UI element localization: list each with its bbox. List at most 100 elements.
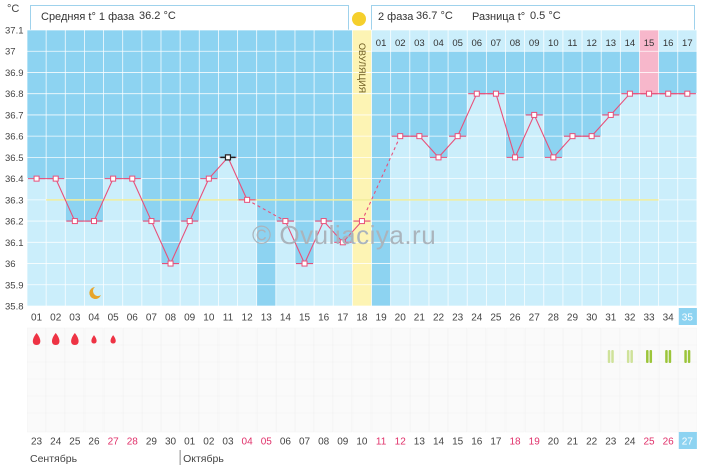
temperature-line bbox=[342, 220, 363, 243]
phase2-day-label: 09 bbox=[529, 38, 540, 49]
cycle-day-label: 09 bbox=[184, 313, 196, 324]
temperature-column bbox=[543, 157, 563, 306]
phase2-day-label: 02 bbox=[395, 38, 406, 49]
cycle-day-label: 08 bbox=[165, 313, 177, 324]
cycle-day-label: 23 bbox=[452, 313, 464, 324]
phase2-day-label: 11 bbox=[568, 38, 578, 49]
phase2-day-strip bbox=[371, 30, 697, 52]
y-tick-label: 35.8 bbox=[5, 302, 24, 313]
temperature-point bbox=[244, 196, 251, 203]
calendar-date-label: 11 bbox=[376, 437, 387, 448]
temperature-point bbox=[71, 218, 78, 225]
cycle-day-label: 19 bbox=[376, 313, 388, 324]
calendar-date-label: 24 bbox=[624, 437, 636, 448]
notes-cell bbox=[180, 327, 200, 433]
cycle-day-label: 20 bbox=[395, 313, 407, 324]
calendar-date-label: 09 bbox=[337, 437, 349, 448]
cycle-day-label: 04 bbox=[88, 313, 100, 324]
notes-cell bbox=[410, 327, 429, 433]
y-tick-label: 37 bbox=[5, 47, 16, 58]
cycle-day-label: 03 bbox=[69, 313, 81, 324]
calendar-date-label: 25 bbox=[69, 437, 81, 448]
calendar-date-label: 14 bbox=[433, 437, 445, 448]
notes-cell bbox=[103, 327, 123, 433]
cycle-day-label: 29 bbox=[567, 313, 579, 324]
mucus-mark bbox=[687, 350, 691, 363]
blood-drop-icon bbox=[51, 333, 60, 345]
calendar-date-label: 24 bbox=[50, 437, 62, 448]
mucus-mark bbox=[630, 350, 633, 363]
temperature-point bbox=[665, 90, 672, 97]
cycle-day-label: 07 bbox=[146, 313, 158, 324]
calendar-date-label: 23 bbox=[31, 437, 43, 448]
temperature-point bbox=[397, 133, 404, 140]
temperature-point bbox=[90, 218, 97, 225]
notes-cell bbox=[276, 327, 295, 433]
phase2-day-label: 14 bbox=[625, 38, 636, 49]
cycle-day-label: 21 bbox=[414, 313, 426, 324]
cycle-day-label: 33 bbox=[643, 313, 655, 324]
calendar-date-label: 02 bbox=[203, 437, 215, 448]
notes-cell bbox=[582, 327, 601, 433]
cycle-day-label: 11 bbox=[223, 313, 234, 324]
cycle-day-label: 25 bbox=[490, 313, 502, 324]
cycle-day-label: 05 bbox=[108, 313, 120, 324]
phase2-day-label: 15 bbox=[644, 38, 655, 49]
calendar-date-label: 05 bbox=[261, 437, 273, 448]
calendar-date-label: 25 bbox=[643, 437, 655, 448]
calendar-date-label: 08 bbox=[318, 437, 330, 448]
notes-cell bbox=[352, 327, 372, 433]
phase2-day-label: 17 bbox=[682, 38, 693, 49]
notes-cell bbox=[218, 327, 238, 433]
notes-cell bbox=[84, 327, 104, 433]
phase2-value: 36.7 °C bbox=[416, 10, 453, 22]
notes-cell bbox=[544, 327, 563, 433]
temperature-point bbox=[52, 175, 59, 182]
watermark: © Ovuliaciya.ru bbox=[252, 220, 437, 250]
blood-drop-icon bbox=[91, 335, 97, 344]
current-date-highlight bbox=[678, 432, 697, 449]
temperature-column bbox=[237, 199, 257, 306]
cycle-day-label: 14 bbox=[280, 313, 292, 324]
calendar-date-label: 27 bbox=[682, 437, 694, 448]
phase1-value: 36.2 °C bbox=[139, 10, 176, 22]
mucus-mark bbox=[646, 350, 649, 363]
cycle-day-label: 32 bbox=[624, 313, 636, 324]
cycle-day-label: 26 bbox=[510, 313, 522, 324]
notes-cell bbox=[199, 327, 219, 433]
temperature-line bbox=[552, 135, 573, 158]
phase2-day-label: 13 bbox=[605, 38, 616, 49]
temperature-line bbox=[284, 220, 306, 264]
calendar-date-label: 26 bbox=[663, 437, 675, 448]
temperature-line bbox=[495, 93, 516, 158]
temperature-line bbox=[418, 135, 439, 158]
temperature-line bbox=[438, 135, 459, 158]
notes-cell bbox=[563, 327, 582, 433]
cycle-day-label: 06 bbox=[127, 313, 139, 324]
calendar-date-label: 21 bbox=[567, 437, 579, 448]
temperature-column bbox=[505, 157, 525, 306]
temperature-point bbox=[492, 90, 499, 97]
phase2-day-label: 06 bbox=[472, 38, 483, 49]
calendar-date-label: 15 bbox=[452, 437, 464, 448]
notes-cell bbox=[467, 327, 487, 433]
temperature-line bbox=[457, 93, 478, 137]
temperature-column bbox=[333, 242, 353, 306]
calendar-date-label: 10 bbox=[356, 437, 368, 448]
calendar-date-label: 28 bbox=[127, 437, 139, 448]
notes-cell bbox=[65, 327, 85, 433]
blood-drop-icon bbox=[32, 333, 41, 345]
calendar-date-label: 22 bbox=[586, 437, 598, 448]
calendar-date-label: 07 bbox=[299, 437, 311, 448]
phase2-day-label: 05 bbox=[452, 38, 463, 49]
y-tick-label: 36.9 bbox=[5, 68, 24, 79]
temperature-line bbox=[304, 220, 325, 264]
temperature-point bbox=[186, 218, 193, 225]
y-tick-label: 36.5 bbox=[5, 153, 24, 164]
notes-cell bbox=[678, 327, 697, 433]
notes-cell bbox=[486, 327, 506, 433]
mucus-mark bbox=[626, 350, 630, 363]
temperature-point bbox=[607, 111, 614, 118]
temperature-point bbox=[684, 90, 691, 97]
